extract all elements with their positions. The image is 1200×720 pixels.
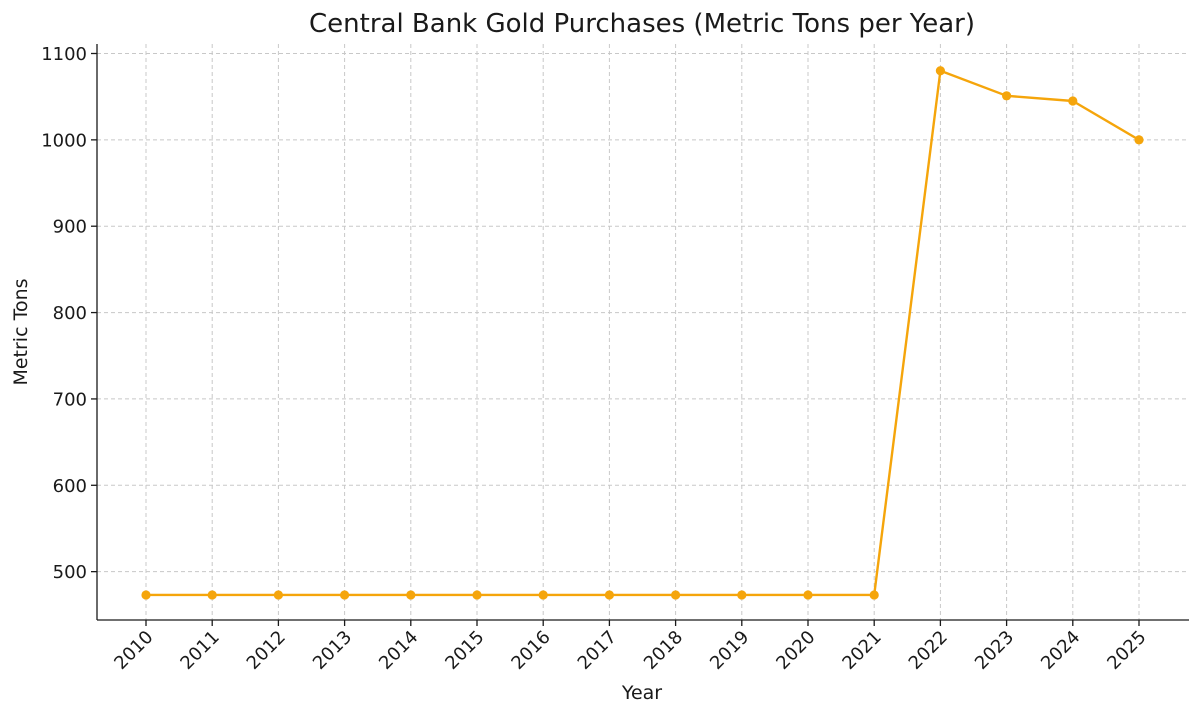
y-tick-label: 700 [53, 389, 87, 410]
y-tick-label: 800 [53, 303, 87, 324]
data-point [207, 590, 217, 600]
x-tick-label: 2018 [640, 627, 687, 674]
tick-labels: 2010 2011 2012 2013 2014 2015 2016 2017 2018 2019… [41, 44, 1150, 674]
x-tick-label: 2014 [375, 627, 422, 674]
x-tick-label: 2010 [110, 627, 157, 674]
x-tick-label: 2015 [441, 627, 488, 674]
y-tick-label: 500 [53, 562, 87, 583]
series-line [146, 69, 1140, 597]
data-point [472, 590, 482, 600]
y-tick-label: 1000 [41, 130, 87, 151]
data-point [340, 590, 350, 600]
data-point [1134, 135, 1144, 145]
data-point [869, 590, 879, 600]
data-point [1068, 96, 1078, 106]
axes [91, 44, 1189, 626]
x-tick-label: 2021 [838, 627, 885, 674]
x-tick-label: 2013 [309, 627, 356, 674]
x-tick-label: 2012 [243, 627, 290, 674]
x-tick-label: 2019 [706, 627, 753, 674]
data-point [737, 590, 747, 600]
x-tick-label: 2024 [1037, 627, 1084, 674]
y-tick-label: 600 [53, 476, 87, 497]
x-tick-label: 2020 [772, 627, 819, 674]
data-point [141, 590, 151, 600]
data-point [803, 590, 813, 600]
data-point [538, 590, 548, 600]
y-tick-label: 1100 [41, 44, 87, 65]
x-axis-label: Year [621, 682, 662, 704]
chart-title: Central Bank Gold Purchases (Metric Tons… [309, 9, 975, 39]
data-point [671, 590, 681, 600]
y-axis-label: Metric Tons [10, 278, 32, 385]
grid-lines [97, 44, 1189, 620]
y-tick-label: 900 [53, 217, 87, 238]
data-point [273, 590, 283, 600]
x-tick-label: 2011 [176, 627, 223, 674]
x-tick-label: 2022 [905, 627, 952, 674]
data-point [604, 590, 615, 600]
x-tick-label: 2023 [971, 627, 1018, 674]
data-point [1002, 91, 1012, 101]
x-tick-label: 2025 [1103, 627, 1150, 674]
x-tick-label: 2016 [507, 627, 554, 674]
data-point [935, 66, 946, 76]
x-tick-label: 2017 [574, 627, 621, 674]
data-series [141, 66, 1144, 600]
data-point [406, 590, 416, 600]
